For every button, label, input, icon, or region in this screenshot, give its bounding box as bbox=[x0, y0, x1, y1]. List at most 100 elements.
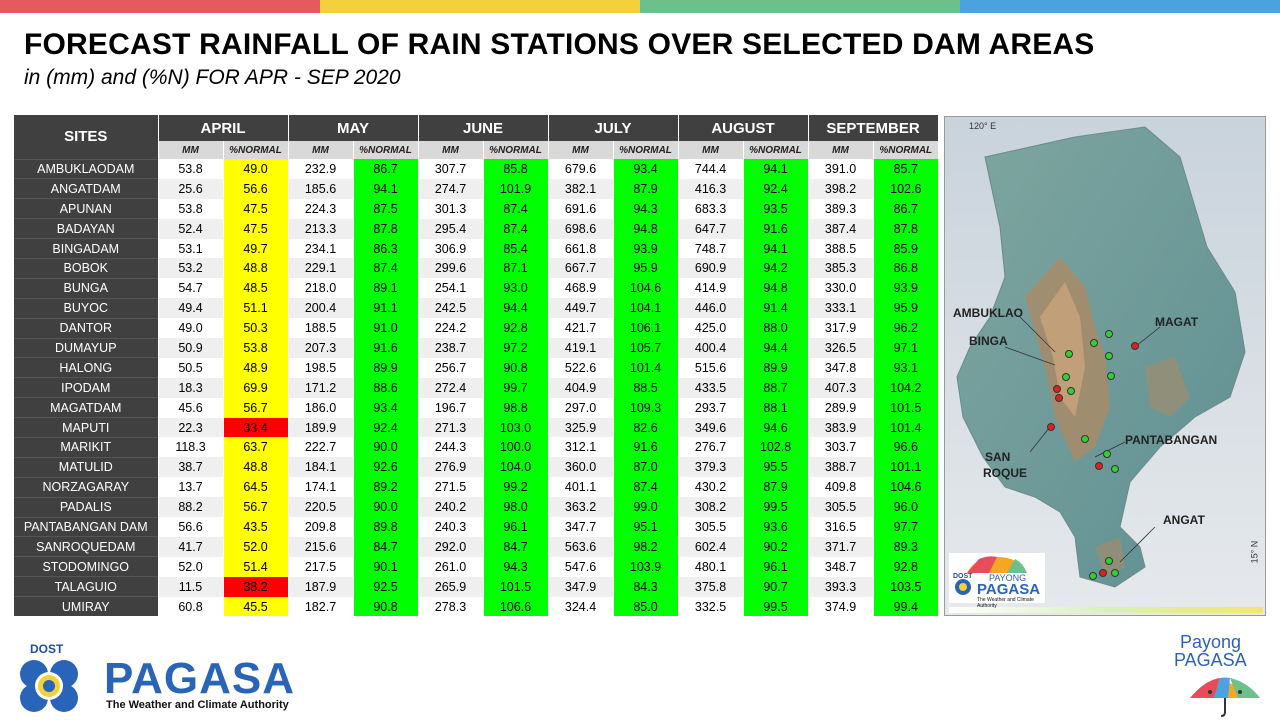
site-name: BINGADAM bbox=[14, 238, 159, 259]
pct-normal-subheader: %NORMAL bbox=[612, 141, 679, 159]
rainfall-mm-cell: 13.7 bbox=[157, 477, 223, 498]
dost-seal-icon bbox=[20, 660, 78, 712]
percent-normal-cell: 51.4 bbox=[222, 556, 288, 577]
site-name: BADAYAN bbox=[14, 218, 159, 239]
percent-normal-cell: 97.7 bbox=[872, 517, 939, 537]
rainfall-mm-cell: 407.3 bbox=[807, 377, 874, 398]
percent-normal-cell: 93.5 bbox=[742, 198, 809, 219]
station-marker bbox=[1067, 387, 1075, 395]
percent-normal-cell: 92.4 bbox=[352, 417, 418, 438]
percent-normal-cell: 87.4 bbox=[482, 218, 549, 239]
percent-normal-cell: 97.1 bbox=[872, 338, 939, 358]
rainfall-mm-cell: 41.7 bbox=[157, 536, 223, 557]
rainfall-mm-cell: 375.8 bbox=[677, 576, 744, 597]
site-name: BUYOC bbox=[14, 297, 159, 319]
table-row: ANGATDAM 25.6 56.6 185.6 94.1 274.7 101.9 382.1… bbox=[14, 178, 939, 199]
table-row: SANROQUEDAM 41.7 52.0 215.6 84.7 292.0 84.7 563… bbox=[14, 536, 939, 557]
percent-normal-cell: 94.8 bbox=[742, 278, 809, 299]
rainfall-mm-cell: 748.7 bbox=[677, 238, 744, 259]
percent-normal-cell: 101.1 bbox=[872, 457, 939, 478]
percent-normal-cell: 94.2 bbox=[742, 258, 809, 279]
payong-text: Payong bbox=[1180, 632, 1242, 652]
rainfall-mm-cell: 449.7 bbox=[547, 298, 614, 319]
percent-normal-cell: 52.0 bbox=[222, 536, 288, 557]
percent-normal-cell: 85.8 bbox=[482, 159, 549, 179]
pct-normal-subheader: %NORMAL bbox=[482, 141, 549, 159]
rainfall-mm-cell: 316.5 bbox=[807, 517, 874, 537]
page-title: FORECAST RAINFALL OF RAIN STATIONS OVER … bbox=[24, 28, 1095, 61]
rainfall-mm-cell: 333.1 bbox=[807, 298, 874, 319]
percent-normal-cell: 101.5 bbox=[872, 397, 939, 418]
rainfall-mm-cell: 234.1 bbox=[287, 238, 353, 259]
rainfall-mm-cell: 292.0 bbox=[417, 536, 483, 557]
percent-normal-cell: 94.4 bbox=[742, 338, 809, 358]
rainfall-mm-cell: 265.9 bbox=[417, 576, 483, 597]
percent-normal-cell: 63.7 bbox=[222, 437, 288, 458]
percent-normal-cell: 101.5 bbox=[482, 576, 549, 597]
dam-marker-angat bbox=[1099, 569, 1107, 577]
rainfall-mm-cell: 185.6 bbox=[287, 178, 353, 199]
rainfall-mm-cell: 419.1 bbox=[547, 338, 614, 358]
rainfall-mm-cell: 289.9 bbox=[807, 397, 874, 418]
rainfall-mm-cell: 382.1 bbox=[547, 178, 614, 199]
percent-normal-cell: 88.5 bbox=[612, 377, 679, 398]
percent-normal-cell: 87.8 bbox=[352, 218, 418, 239]
percent-normal-cell: 98.2 bbox=[612, 536, 679, 557]
station-marker bbox=[1090, 339, 1098, 347]
payong-pagasa-logo: Payong PAGASA bbox=[1160, 632, 1275, 717]
site-name: BUNGA bbox=[14, 277, 159, 299]
rainfall-mm-cell: 261.0 bbox=[417, 556, 483, 577]
table-row: MAGATDAM 45.6 56.7 186.0 93.4 196.7 98.8 297.0 1… bbox=[14, 397, 939, 418]
dam-marker-pantabangan bbox=[1095, 462, 1103, 470]
station-marker bbox=[1105, 557, 1113, 565]
percent-normal-cell: 82.6 bbox=[612, 417, 679, 438]
table-row: MATULID 38.7 48.8 184.1 92.6 276.9 104.0 360.0 8… bbox=[14, 456, 939, 478]
table-row: MARIKIT 118.3 63.7 222.7 90.0 244.3 100.0 312.1… bbox=[14, 436, 939, 458]
percent-normal-cell: 104.1 bbox=[612, 298, 679, 319]
rainfall-mm-cell: 563.6 bbox=[547, 536, 614, 557]
percent-normal-cell: 87.9 bbox=[612, 178, 679, 199]
percent-normal-cell: 94.3 bbox=[612, 198, 679, 219]
rainfall-mm-cell: 398.2 bbox=[807, 178, 874, 199]
percent-normal-cell: 50.3 bbox=[222, 318, 288, 339]
percent-normal-cell: 96.6 bbox=[872, 437, 939, 458]
percent-normal-cell: 85.7 bbox=[872, 159, 939, 179]
percent-normal-cell: 87.0 bbox=[612, 457, 679, 478]
rainfall-mm-cell: 348.7 bbox=[807, 556, 874, 577]
percent-normal-cell: 87.8 bbox=[872, 218, 939, 239]
rainfall-mm-cell: 49.0 bbox=[157, 318, 223, 339]
percent-normal-cell: 99.5 bbox=[742, 497, 809, 518]
percent-normal-cell: 101.4 bbox=[872, 417, 939, 438]
rainfall-mm-cell: 303.7 bbox=[807, 437, 874, 458]
percent-normal-cell: 91.6 bbox=[742, 218, 809, 239]
percent-normal-cell: 109.3 bbox=[612, 397, 679, 418]
rainfall-mm-cell: 305.5 bbox=[807, 497, 874, 518]
percent-normal-cell: 45.5 bbox=[222, 596, 288, 617]
label-binga: BINGA bbox=[969, 334, 1008, 348]
table-row: DUMAYUP 50.9 53.8 207.3 91.6 238.7 97.2 419.1 10… bbox=[14, 337, 939, 358]
rainfall-mm-cell: 744.4 bbox=[677, 159, 744, 179]
percent-normal-cell: 99.2 bbox=[482, 477, 549, 498]
rainfall-mm-cell: 446.0 bbox=[677, 298, 744, 319]
table-row: BINGADAM 53.1 49.7 234.1 86.3 306.9 85.4 661.8 9… bbox=[14, 238, 939, 259]
percent-normal-cell: 104.6 bbox=[872, 477, 939, 498]
site-name: STODOMINGO bbox=[14, 556, 159, 577]
percent-normal-cell: 96.0 bbox=[872, 497, 939, 518]
rainfall-mm-cell: 171.2 bbox=[287, 377, 353, 398]
payong-pagasa-text: PAGASA bbox=[1174, 650, 1247, 670]
rainfall-mm-cell: 240.3 bbox=[417, 517, 483, 537]
site-name: PADALIS bbox=[14, 496, 159, 518]
percent-normal-cell: 56.7 bbox=[222, 497, 288, 518]
percent-normal-cell: 86.7 bbox=[352, 159, 418, 179]
percent-normal-cell: 104.2 bbox=[872, 377, 939, 398]
percent-normal-cell: 56.7 bbox=[222, 397, 288, 418]
rainfall-mm-cell: 312.1 bbox=[547, 437, 614, 458]
percent-normal-cell: 91.6 bbox=[352, 338, 418, 358]
rainfall-mm-cell: 388.5 bbox=[807, 238, 874, 259]
top-bar-blue bbox=[960, 0, 1280, 13]
percent-normal-cell: 90.8 bbox=[482, 357, 549, 378]
percent-normal-cell: 87.5 bbox=[352, 198, 418, 219]
station-marker bbox=[1081, 435, 1089, 443]
rainfall-mm-cell: 404.9 bbox=[547, 377, 614, 398]
top-bar-yellow bbox=[320, 0, 640, 13]
